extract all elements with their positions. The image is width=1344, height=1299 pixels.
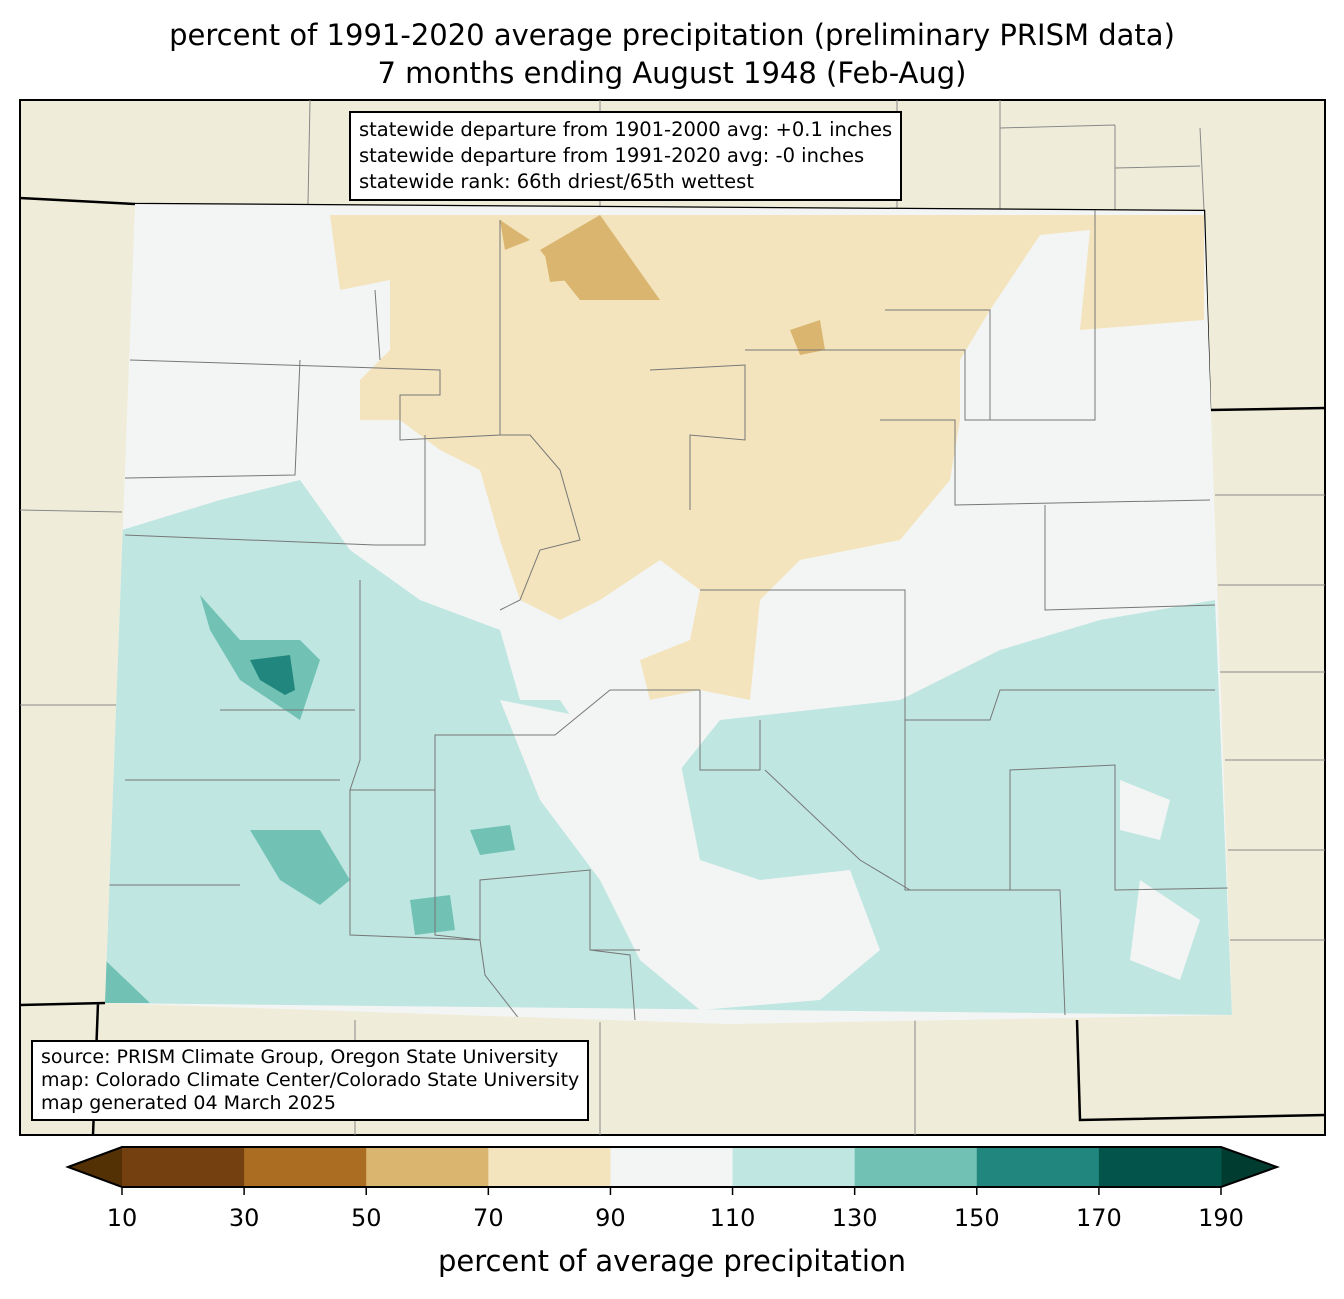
- contour-150-170: [250, 655, 295, 695]
- precipitation-contours: [105, 215, 1232, 1015]
- map-subtitle: 7 months ending August 1948 (Feb-Aug): [377, 56, 967, 90]
- colorbar-tick-label: 90: [595, 1204, 626, 1232]
- colorbar-tick-label: 50: [350, 1204, 382, 1232]
- credits-map: map: Colorado Climate Center/Colorado St…: [41, 1069, 580, 1091]
- colorbar-segment: [976, 1147, 1100, 1187]
- colorbar-label: percent of average precipitation: [437, 1244, 907, 1278]
- stats-departure-1901-2000: statewide departure from 1901-2000 avg: …: [359, 118, 893, 141]
- colorbar-tick-label: 70: [473, 1204, 504, 1232]
- contour-50-70: [500, 215, 825, 355]
- colorbar-segment: [488, 1147, 611, 1187]
- contour-130-150: [105, 595, 515, 1003]
- statewide-stats-box: statewide departure from 1901-2000 avg: …: [349, 111, 903, 201]
- colorbar-tick-label: 110: [709, 1204, 756, 1232]
- stats-departure-1991-2020: statewide departure from 1991-2020 avg: …: [359, 144, 865, 167]
- contour-70-90: [330, 215, 1204, 700]
- colorbar-segment: [854, 1147, 978, 1187]
- colorbar-segment: [366, 1147, 489, 1187]
- colorbar-tick-label: 10: [106, 1204, 138, 1232]
- credits-box: source: PRISM Climate Group, Oregon Stat…: [31, 1040, 590, 1121]
- colorbar-tick-label: 130: [831, 1204, 878, 1232]
- colorbar-tick-label: 190: [1198, 1204, 1244, 1232]
- county-lines: [108, 210, 1231, 1021]
- credits-source: source: PRISM Climate Group, Oregon Stat…: [41, 1046, 559, 1068]
- map-title: percent of 1991-2020 average precipitati…: [169, 18, 1175, 52]
- stats-rank: statewide rank: 66th driest/65th wettest: [359, 170, 754, 193]
- colorbar-segment: [610, 1147, 734, 1187]
- colorbar-over-arrow: [1221, 1147, 1277, 1187]
- colorbar-segment: [732, 1147, 856, 1187]
- contour-90-110-patches: [500, 700, 1200, 1010]
- credits-generated: map generated 04 March 2025: [41, 1092, 336, 1114]
- colorbar-segment: [1098, 1147, 1222, 1187]
- colorbar-segment: [244, 1147, 367, 1187]
- contour-110-130: [105, 480, 1232, 1015]
- colorbar-segment: [122, 1147, 245, 1187]
- colorbar-tick-label: 170: [1075, 1204, 1122, 1232]
- colorbar-under-arrow: [68, 1147, 122, 1187]
- colorbar: [65, 1146, 1280, 1195]
- colorbar-tick-label: 30: [228, 1204, 260, 1232]
- colorbar-tick-label: 150: [953, 1204, 1000, 1232]
